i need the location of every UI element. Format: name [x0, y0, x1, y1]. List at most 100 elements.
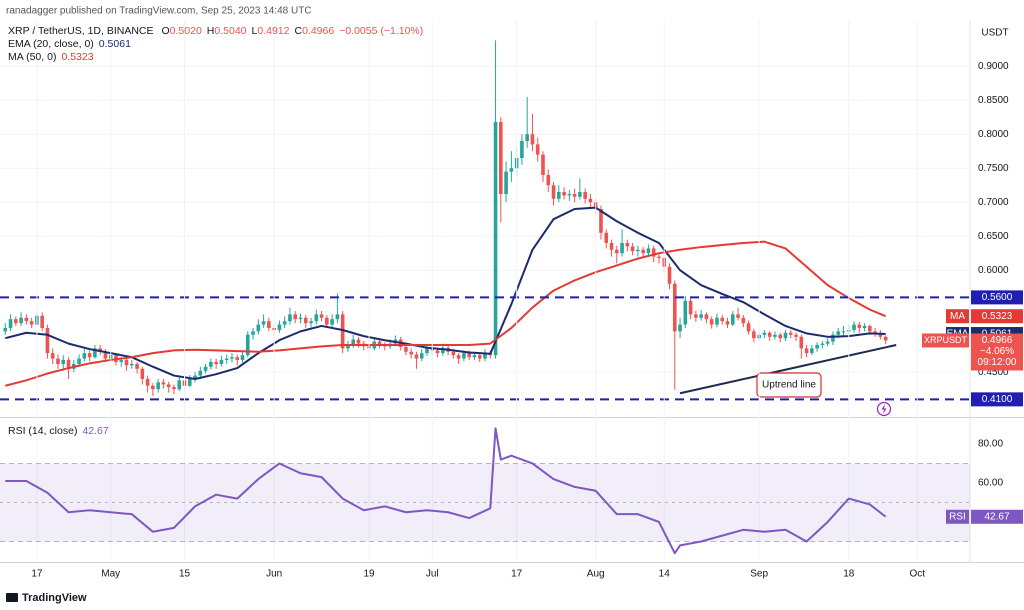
candle-body — [193, 375, 197, 379]
candle-body — [541, 154, 545, 176]
candle-body — [303, 317, 308, 324]
candle-body — [651, 248, 656, 257]
x-tick-label: Jun — [266, 569, 282, 580]
candle-body — [720, 317, 725, 322]
y-tick-label: 0.7000 — [978, 197, 1009, 208]
symbol-legend: XRP / TetherUS, 1D, BINANCE O0.5020 H0.504… — [8, 25, 423, 37]
ma-legend: MA (50, 0) 0.5323 — [8, 51, 94, 63]
candle-body — [499, 121, 503, 195]
price-tag-value: 0.5323 — [982, 311, 1013, 322]
candle-body — [614, 249, 619, 254]
candle-body — [124, 359, 129, 366]
candle-body — [245, 334, 250, 356]
x-tick-label: 15 — [179, 569, 191, 580]
candle-body — [66, 359, 71, 369]
y-tick-label: 60.00 — [978, 478, 1003, 489]
candle-body — [583, 192, 587, 199]
last-price-countdown: 09:12:00 — [978, 357, 1017, 368]
candle-body — [282, 321, 287, 325]
candle-body — [477, 355, 482, 359]
candle-body — [135, 364, 139, 369]
readout-value: 0.5020 — [170, 25, 202, 37]
indicator-line — [5, 206, 886, 380]
candle-body — [699, 314, 703, 318]
readout-change: −0.0055 (−1.10%) — [339, 25, 423, 37]
candle-body — [198, 370, 203, 376]
candle-body — [462, 353, 466, 359]
logo-mark — [6, 593, 18, 602]
candle-body — [161, 382, 166, 385]
candle-body — [657, 256, 661, 258]
candle-body — [509, 168, 514, 172]
candle-body — [235, 357, 240, 360]
footer-logo: TradingView — [6, 592, 87, 604]
candle-body — [883, 336, 888, 341]
candle-body — [56, 358, 60, 365]
candle-body — [741, 317, 746, 324]
candle-body — [504, 171, 508, 195]
y-tick-label: 80.00 — [978, 439, 1003, 450]
candle-body — [525, 134, 529, 142]
candle-body — [309, 321, 313, 324]
candle-body — [425, 348, 429, 354]
candle-body — [404, 347, 408, 352]
candle-body — [799, 336, 804, 349]
readout-value: 0.4912 — [257, 25, 289, 37]
candle-body — [145, 378, 150, 386]
candle-body — [45, 327, 50, 354]
candle-body — [567, 194, 572, 196]
annotation-box — [756, 372, 822, 398]
candle-body — [166, 384, 171, 388]
candle-body — [240, 355, 245, 360]
candle-body — [93, 348, 97, 358]
candle-body — [8, 319, 13, 328]
candle-body — [857, 324, 862, 328]
candle-body — [140, 368, 145, 379]
candle-body — [788, 332, 793, 335]
y-tick-label: 0.9000 — [978, 61, 1009, 72]
currency-label: USDT — [981, 28, 1008, 39]
price-tag-name-box — [946, 309, 969, 324]
candle-body — [409, 351, 413, 355]
candle-body — [683, 300, 688, 325]
candle-body — [572, 194, 577, 197]
candle-body — [419, 353, 424, 359]
candle-body — [298, 317, 303, 320]
candle-body — [14, 319, 18, 324]
candle-body — [3, 327, 8, 332]
x-tick-label: Jul — [426, 569, 439, 580]
readout-value: 0.4966 — [302, 25, 334, 37]
candle-body — [214, 361, 218, 365]
candle-body — [667, 266, 672, 284]
candle-body — [641, 249, 645, 254]
price-tag-box — [971, 509, 1023, 524]
price-tag-name-box — [946, 509, 969, 524]
candle-body — [103, 351, 108, 359]
candle-body — [87, 353, 92, 358]
candle-body — [825, 341, 830, 344]
candle-body — [156, 382, 160, 390]
candle-body — [377, 341, 382, 345]
candle-body — [77, 358, 81, 365]
x-tick-label: Sep — [750, 569, 768, 580]
price-tag-name: RSI — [949, 511, 966, 522]
price-tag-name: MA — [950, 311, 965, 322]
candle-body — [456, 355, 461, 359]
candle-body — [752, 331, 756, 339]
rsi-legend: RSI (14, close) 42.67 — [8, 425, 109, 437]
candle-body — [330, 319, 334, 325]
publisher-note: ranadagger published on TradingView.com,… — [6, 6, 312, 17]
candle-body — [19, 317, 23, 324]
candle-body — [804, 348, 809, 354]
candle-body — [177, 380, 182, 390]
alert-bolt — [881, 404, 887, 414]
candle-body — [535, 144, 540, 155]
candle-body — [546, 175, 551, 186]
candle-body — [873, 331, 877, 333]
indicator-line — [5, 240, 887, 387]
candle-body — [267, 321, 271, 328]
candle-body — [609, 242, 614, 250]
alert-icon — [876, 401, 892, 417]
candle-body — [224, 358, 229, 360]
readout-key: L — [252, 25, 258, 37]
